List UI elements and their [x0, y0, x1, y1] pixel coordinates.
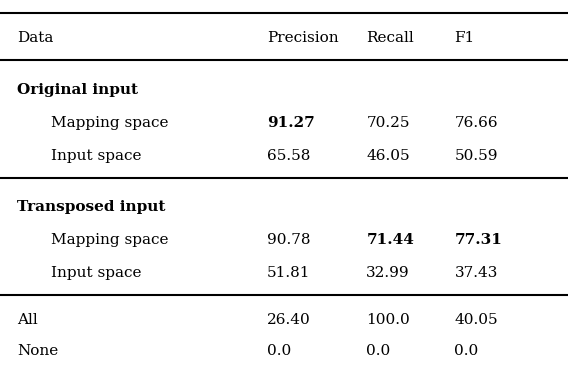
Text: 32.99: 32.99 — [366, 266, 410, 280]
Text: All: All — [17, 313, 38, 327]
Text: 76.66: 76.66 — [454, 116, 498, 130]
Text: Mapping space: Mapping space — [51, 233, 169, 247]
Text: Data: Data — [17, 31, 53, 45]
Text: 40.05: 40.05 — [454, 313, 498, 327]
Text: 0.0: 0.0 — [366, 344, 391, 358]
Text: Precision: Precision — [267, 31, 339, 45]
Text: 51.81: 51.81 — [267, 266, 311, 280]
Text: 37.43: 37.43 — [454, 266, 498, 280]
Text: 70.25: 70.25 — [366, 116, 410, 130]
Text: Mapping space: Mapping space — [51, 116, 169, 130]
Text: F1: F1 — [454, 31, 475, 45]
Text: 77.31: 77.31 — [454, 233, 502, 247]
Text: 90.78: 90.78 — [267, 233, 311, 247]
Text: Input space: Input space — [51, 266, 141, 280]
Text: 65.58: 65.58 — [267, 149, 310, 163]
Text: 46.05: 46.05 — [366, 149, 410, 163]
Text: 50.59: 50.59 — [454, 149, 498, 163]
Text: 100.0: 100.0 — [366, 313, 410, 327]
Text: 91.27: 91.27 — [267, 116, 315, 130]
Text: 0.0: 0.0 — [454, 344, 479, 358]
Text: None: None — [17, 344, 59, 358]
Text: 26.40: 26.40 — [267, 313, 311, 327]
Text: 71.44: 71.44 — [366, 233, 414, 247]
Text: 0.0: 0.0 — [267, 344, 291, 358]
Text: Recall: Recall — [366, 31, 414, 45]
Text: Transposed input: Transposed input — [17, 200, 165, 214]
Text: Original input: Original input — [17, 83, 138, 97]
Text: Input space: Input space — [51, 149, 141, 163]
